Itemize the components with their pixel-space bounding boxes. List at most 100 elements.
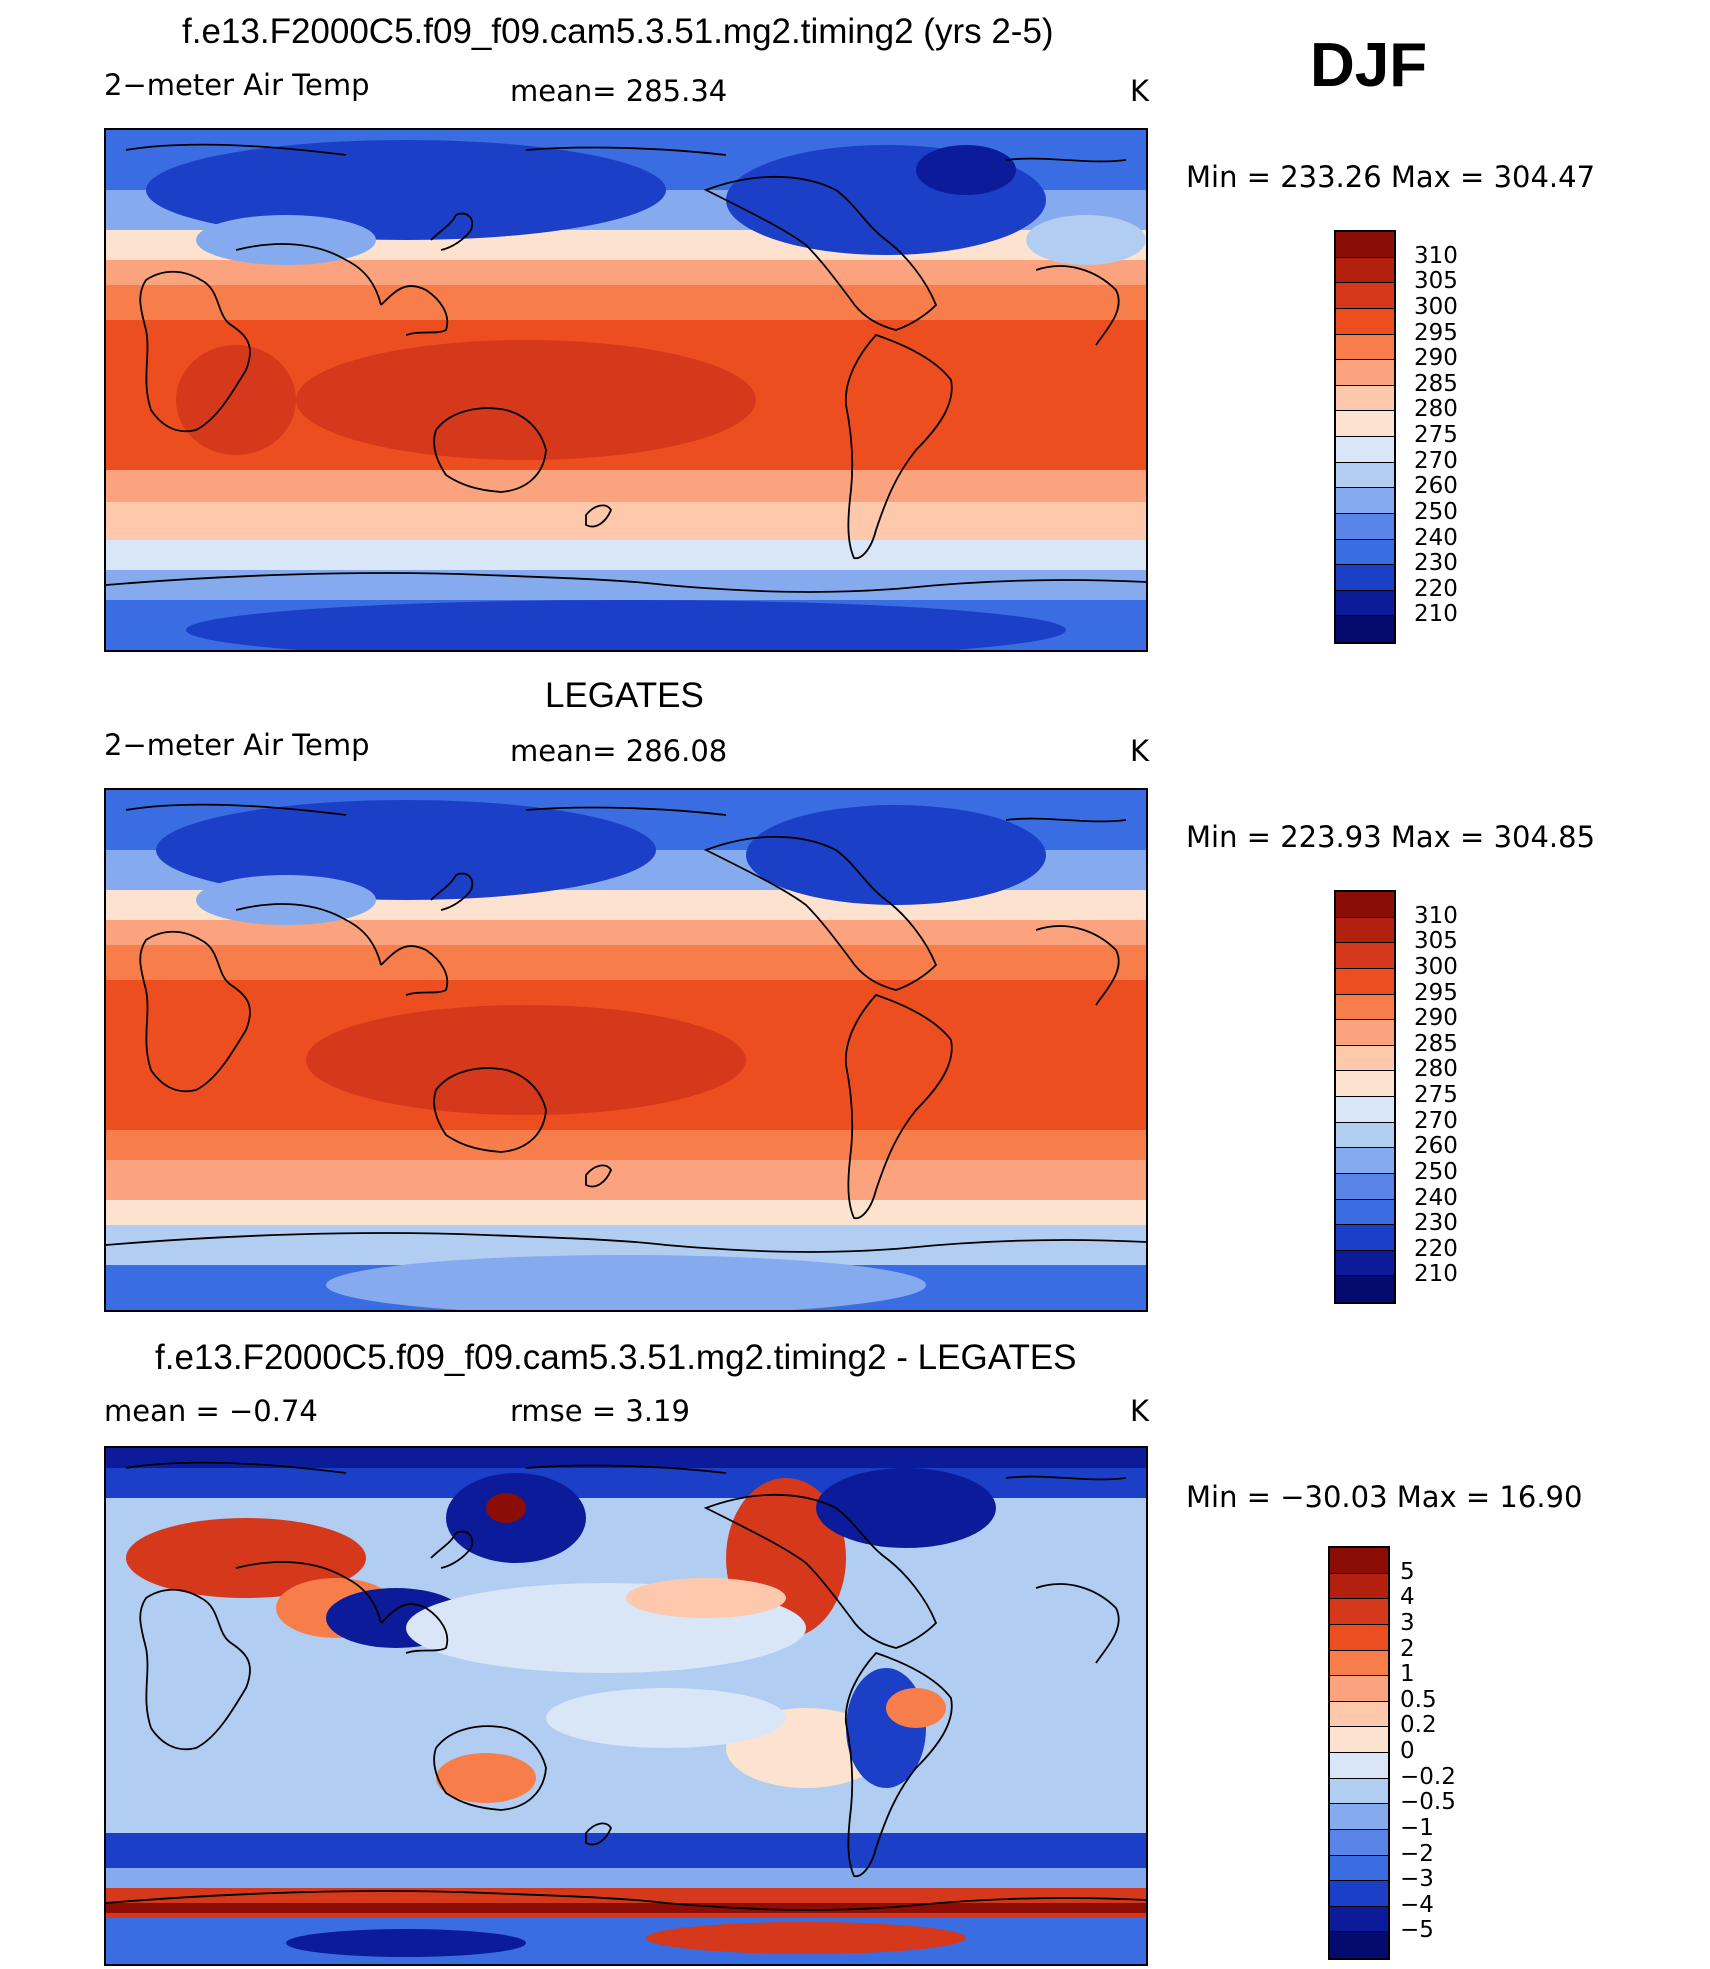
colorbar-label: 280 [1414, 396, 1458, 423]
antarctica-coast [106, 572, 1146, 593]
colorbar-swatch [1336, 968, 1394, 995]
colorbar-label: 240 [1414, 1184, 1458, 1211]
colorbar-swatch [1330, 1701, 1388, 1728]
colorbar-label: 260 [1414, 1133, 1458, 1160]
colorbar-swatch [1330, 1804, 1388, 1830]
colorbar-label: 310 [1414, 902, 1458, 929]
panel-1-map-svg [106, 130, 1146, 650]
colorbar-label: 300 [1414, 293, 1458, 320]
panel-1-mean-label: mean= 285.34 [510, 74, 728, 108]
colorbar-swatch [1336, 360, 1394, 386]
colorbar-swatch [1336, 385, 1394, 412]
colorbar-label: 305 [1414, 268, 1458, 295]
panel-1-units: K [1130, 74, 1150, 108]
colorbar-swatch [1336, 437, 1394, 463]
panel-3-rmse-label: rmse = 3.19 [510, 1394, 690, 1428]
colorbar-swatch [1336, 283, 1394, 309]
colorbar-swatch [1336, 334, 1394, 361]
colorbar-swatch [1336, 308, 1394, 335]
colorbar-swatch [1336, 1148, 1394, 1174]
colorbar-swatch [1336, 616, 1394, 642]
colorbar-label: 230 [1414, 1210, 1458, 1237]
coastlines [106, 1461, 1146, 1911]
colorbar-swatch [1330, 1881, 1388, 1907]
panel-2-mean-label: mean= 286.08 [510, 734, 728, 768]
colorbar-label: 285 [1414, 370, 1458, 397]
colorbar-swatch [1330, 1753, 1388, 1779]
panel-3-map [104, 1446, 1148, 1966]
panel-2-title: LEGATES [545, 676, 704, 715]
colorbar-swatch [1330, 1855, 1388, 1882]
panel-2-map [104, 788, 1148, 1312]
colorbar-label: 300 [1414, 953, 1458, 980]
panel-2-units: K [1130, 734, 1150, 768]
colorbar-swatch [1336, 462, 1394, 489]
colorbar-label: 3 [1400, 1609, 1415, 1636]
colorbar-label: 275 [1414, 422, 1458, 448]
colorbar-swatch [1336, 232, 1394, 258]
panel-2-map-svg [106, 790, 1146, 1310]
colorbar-label: 240 [1414, 524, 1458, 551]
south-america-coast [845, 333, 953, 560]
colorbar-swatch [1330, 1778, 1388, 1805]
coastlines [106, 803, 1146, 1253]
colorbar-label: 1 [1400, 1661, 1415, 1688]
colorbar-label: 2 [1400, 1635, 1415, 1662]
coastlines [106, 143, 1146, 593]
colorbar-swatch [1336, 488, 1394, 514]
colorbar-label: −0.2 [1400, 1763, 1456, 1790]
colorbar-swatch [1336, 411, 1394, 437]
colorbar-label: 295 [1414, 979, 1458, 1006]
panel-2-min-max: Min = 223.93 Max = 304.85 [1186, 820, 1596, 854]
colorbar-label: 270 [1414, 1107, 1458, 1134]
colorbar-swatch [1330, 1676, 1388, 1702]
colorbar-label: 305 [1414, 928, 1458, 955]
panel-1-map [104, 128, 1148, 652]
colorbar-swatch [1336, 257, 1394, 284]
colorbar-swatch [1330, 1906, 1388, 1933]
colorbar-label: 0.2 [1400, 1712, 1437, 1739]
anomaly-southern-ocean-cold [106, 1833, 1146, 1868]
colorbar-swatch [1336, 513, 1394, 540]
panel-3-units: K [1130, 1394, 1150, 1428]
asia-coast [235, 243, 449, 336]
colorbar-swatch [1336, 539, 1394, 566]
colorbar-swatch [1336, 1199, 1394, 1226]
anomaly-warm-europe [126, 1518, 366, 1598]
colorbar-label: 285 [1414, 1030, 1458, 1057]
warm-pool [296, 340, 756, 460]
panel-2-colorbar-labels: 310 305 300 295 290 285 280 275 270 260 250 240 230 2… [1414, 890, 1514, 1304]
colorbar-swatch [1336, 590, 1394, 617]
colorbar-swatch [1336, 1020, 1394, 1046]
colorbar-swatch [1336, 1071, 1394, 1097]
panel-3-colorbar [1328, 1546, 1390, 1960]
colorbar-swatch [1336, 994, 1394, 1021]
colorbar-label: 290 [1414, 345, 1458, 372]
colorbar-swatch [1336, 1225, 1394, 1251]
europe-coast [1035, 265, 1120, 346]
colorbar-swatch [1330, 1599, 1388, 1625]
panel-3-map-svg [106, 1448, 1146, 1964]
colorbar-label: 0.5 [1400, 1686, 1437, 1713]
panel-1-variable-label: 2−meter Air Temp [104, 68, 370, 102]
colorbar-label: 250 [1414, 498, 1458, 525]
colorbar-swatch [1336, 943, 1394, 969]
colorbar-swatch [1336, 892, 1394, 918]
colorbar-swatch [1330, 1548, 1388, 1574]
panel-3-title: f.e13.F2000C5.f09_f09.cam5.3.51.mg2.timi… [155, 1338, 1077, 1377]
australia-coast [433, 407, 547, 493]
colorbar-swatch [1336, 1045, 1394, 1072]
panel-2-colorbar [1334, 890, 1396, 1304]
colorbar-label: 290 [1414, 1005, 1458, 1032]
colorbar-label: 220 [1414, 1235, 1458, 1262]
colorbar-label: −0.5 [1400, 1789, 1456, 1816]
panel-1-colorbar-labels: 310 305 300 295 290 285 280 275 270 260 250 240 230 2… [1414, 230, 1514, 644]
colorbar-label: 310 [1414, 242, 1458, 269]
colorbar-label: 5 [1400, 1558, 1415, 1585]
japan-coast [430, 212, 474, 251]
siberia-cold [146, 140, 666, 240]
panel-3-colorbar-labels: 5 4 3 2 1 0.5 0.2 0 −0.2 −0.5 −1 −2 −3 −4 −5 [1400, 1546, 1510, 1960]
colorbar-swatch [1336, 1173, 1394, 1200]
colorbar-label: 275 [1414, 1082, 1458, 1108]
colorbar-label: 210 [1414, 1261, 1458, 1288]
